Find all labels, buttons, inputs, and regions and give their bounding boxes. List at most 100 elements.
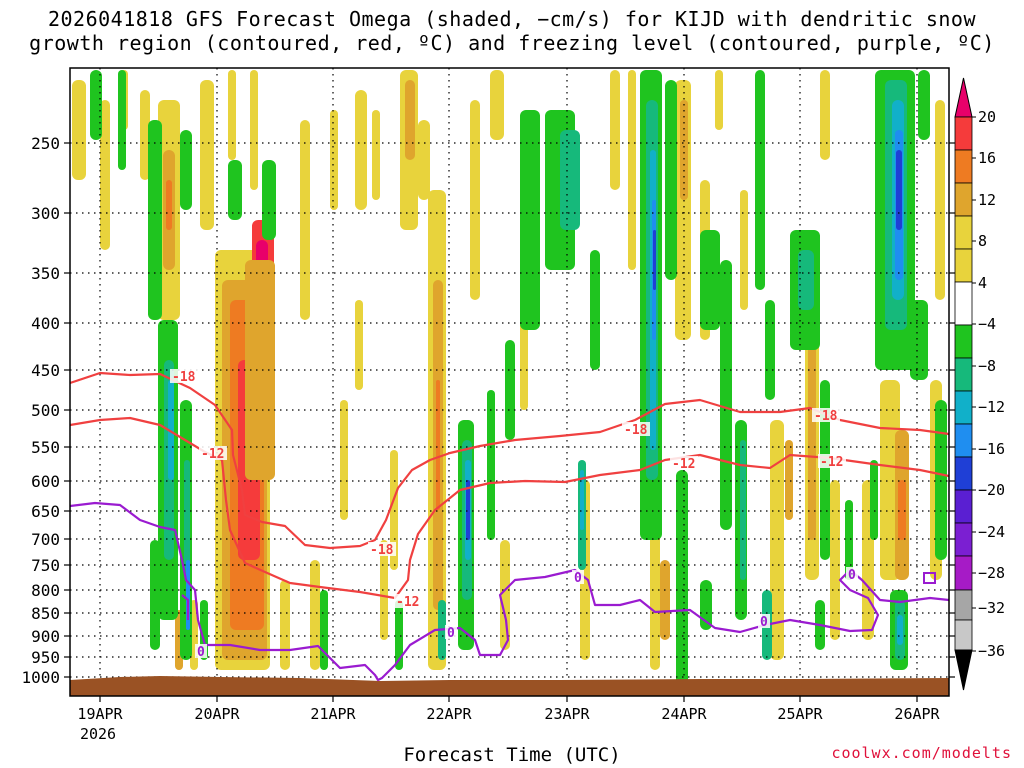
ground-surface	[70, 676, 949, 696]
x-tick-label: 26APR	[894, 705, 940, 723]
omega-cell	[785, 440, 793, 520]
colorbar-segment	[954, 116, 973, 151]
omega-cell	[395, 600, 403, 670]
contour-label-bg	[199, 446, 227, 460]
omega-cell	[505, 340, 515, 440]
contour-label: -12	[201, 447, 224, 462]
contour-label-bg	[812, 408, 840, 422]
y-tick-label: 300	[31, 204, 60, 223]
omega-cell	[72, 80, 86, 180]
omega-cell	[166, 180, 172, 230]
omega-cell	[676, 470, 688, 696]
omega-cell	[765, 300, 775, 400]
contour-label: -18	[624, 423, 648, 438]
plot-frame	[69, 67, 950, 697]
omega-cell	[280, 580, 290, 670]
colorbar-label: −8	[978, 357, 996, 375]
omega-cell	[808, 340, 816, 540]
omega-cell	[355, 300, 363, 390]
omega-cell	[340, 400, 348, 520]
site-credit: coolwx.com/modelts	[831, 744, 1012, 762]
omega-cell	[200, 80, 214, 230]
y-tick-label: 400	[31, 314, 60, 333]
colorbar-label: −20	[978, 481, 1005, 499]
omega-cell	[520, 320, 528, 410]
colorbar-segment	[954, 149, 973, 184]
contour-label: -18	[370, 543, 394, 558]
contour-label-bg	[394, 594, 422, 608]
contour-line	[181, 594, 190, 620]
omega-cell	[490, 70, 504, 140]
omega-cell	[845, 500, 853, 580]
colorbar-label: −24	[978, 523, 1005, 541]
omega-cell	[935, 100, 945, 300]
omega-cell	[250, 70, 258, 190]
x-tick-label: 21APR	[310, 705, 356, 723]
colorbar-label: −12	[978, 398, 1005, 416]
omega-cell	[896, 150, 902, 230]
colorbar-segment	[954, 555, 973, 591]
omega-cell	[168, 380, 174, 480]
omega-cell	[330, 110, 338, 210]
omega-cell	[660, 560, 670, 640]
omega-cell	[798, 250, 814, 310]
y-tick-label: 900	[31, 627, 60, 646]
omega-cell	[148, 120, 162, 320]
contour-label-bg	[622, 422, 650, 436]
y-tick-label: 650	[31, 502, 60, 521]
y-tick-label: 600	[31, 472, 60, 491]
colorbar-segment	[954, 423, 973, 458]
colorbar-label: −16	[978, 440, 1005, 458]
y-tick-label: 750	[31, 556, 60, 575]
contour-label: 0	[574, 571, 582, 586]
contour-label-bg	[846, 567, 858, 581]
ground-layer	[70, 676, 949, 696]
contour-label: 0	[848, 568, 856, 583]
omega-cell	[918, 70, 930, 140]
omega-cell	[150, 540, 160, 650]
contour-layer: -18 -12 -18 -12 -18 -12 -18 -12 0 0 0 0 0	[70, 369, 949, 682]
contour-label: 0	[197, 645, 205, 660]
contour-line	[70, 501, 949, 682]
contour-label: -12	[820, 455, 843, 470]
omega-cell	[372, 110, 380, 200]
colorbar-bottom-arrow	[954, 649, 973, 691]
y-tick-label: 800	[31, 581, 60, 600]
omega-cell	[184, 460, 190, 580]
axes-layer: 250 300 350 400 450 500 550 600 650 700 750 800 850 9…	[21, 67, 955, 743]
contour-label-bg	[368, 542, 396, 556]
omega-cell	[90, 70, 102, 140]
contour-label: -18	[172, 370, 196, 385]
contour-label: -12	[396, 595, 419, 610]
colorbar-segment	[954, 589, 973, 621]
omega-cell	[820, 380, 830, 560]
omega-cell	[720, 260, 732, 530]
colorbar-top-arrow	[954, 77, 973, 118]
omega-cell	[300, 120, 310, 320]
omega-cell	[418, 120, 430, 200]
omega-cell	[118, 70, 126, 170]
omega-cell	[897, 615, 903, 645]
colorbar-label: −36	[978, 642, 1005, 660]
colorbar-segment	[954, 357, 973, 392]
omega-cell	[898, 480, 906, 540]
omega-cell	[665, 80, 677, 280]
omega-cell	[653, 230, 656, 290]
omega-cell	[405, 80, 415, 160]
y-tick-label: 500	[31, 401, 60, 420]
colorbar: 20 16 12 8 4 −4 −8 −12 −16 −20 −24 −28 −32 −36	[954, 77, 1005, 691]
y-tick-label: 350	[31, 264, 60, 283]
x-tick-label: 23APR	[544, 705, 590, 723]
y-tick-label: 1000	[21, 668, 60, 687]
y-tick-label: 950	[31, 648, 60, 667]
y-tick-label: 700	[31, 530, 60, 549]
omega-cell	[487, 390, 495, 540]
colorbar-label: −28	[978, 564, 1005, 582]
omega-cell	[628, 70, 636, 270]
omega-cell	[870, 460, 878, 540]
omega-cell	[700, 230, 720, 330]
contour-label: -18	[814, 409, 838, 424]
colorbar-segment	[954, 324, 973, 359]
omega-cell	[262, 160, 276, 240]
colorbar-label: 20	[978, 108, 996, 126]
